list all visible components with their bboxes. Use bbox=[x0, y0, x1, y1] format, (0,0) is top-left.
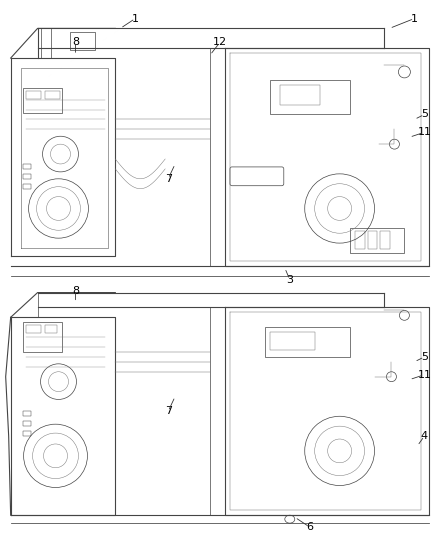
Bar bbox=[23, 322, 63, 352]
Text: 11: 11 bbox=[417, 127, 431, 138]
Text: 4: 4 bbox=[421, 431, 428, 441]
Bar bbox=[23, 431, 31, 436]
Text: 8: 8 bbox=[72, 286, 79, 296]
Bar bbox=[23, 411, 31, 416]
Bar bbox=[355, 231, 364, 249]
Bar bbox=[367, 231, 378, 249]
Bar bbox=[23, 88, 63, 112]
Text: 12: 12 bbox=[213, 37, 227, 47]
Text: 7: 7 bbox=[165, 406, 172, 416]
Text: 6: 6 bbox=[306, 522, 313, 532]
Bar bbox=[350, 228, 404, 253]
Text: 5: 5 bbox=[421, 109, 428, 119]
Bar bbox=[25, 325, 41, 333]
Bar bbox=[270, 80, 350, 115]
Text: 8: 8 bbox=[72, 37, 79, 47]
Text: 3: 3 bbox=[286, 274, 293, 285]
Bar bbox=[381, 231, 390, 249]
Bar bbox=[45, 325, 57, 333]
Text: 1: 1 bbox=[132, 13, 139, 23]
Text: 7: 7 bbox=[165, 174, 172, 184]
Text: 5: 5 bbox=[421, 352, 428, 362]
Bar bbox=[265, 327, 350, 357]
Text: 11: 11 bbox=[417, 370, 431, 379]
Text: 1: 1 bbox=[411, 13, 418, 23]
Bar bbox=[23, 421, 31, 426]
Bar bbox=[71, 33, 95, 50]
Bar bbox=[45, 91, 60, 99]
Bar bbox=[280, 85, 320, 104]
Bar bbox=[23, 184, 31, 189]
Bar bbox=[23, 174, 31, 179]
Bar bbox=[23, 164, 31, 169]
Bar bbox=[270, 332, 314, 350]
Bar bbox=[25, 91, 41, 99]
